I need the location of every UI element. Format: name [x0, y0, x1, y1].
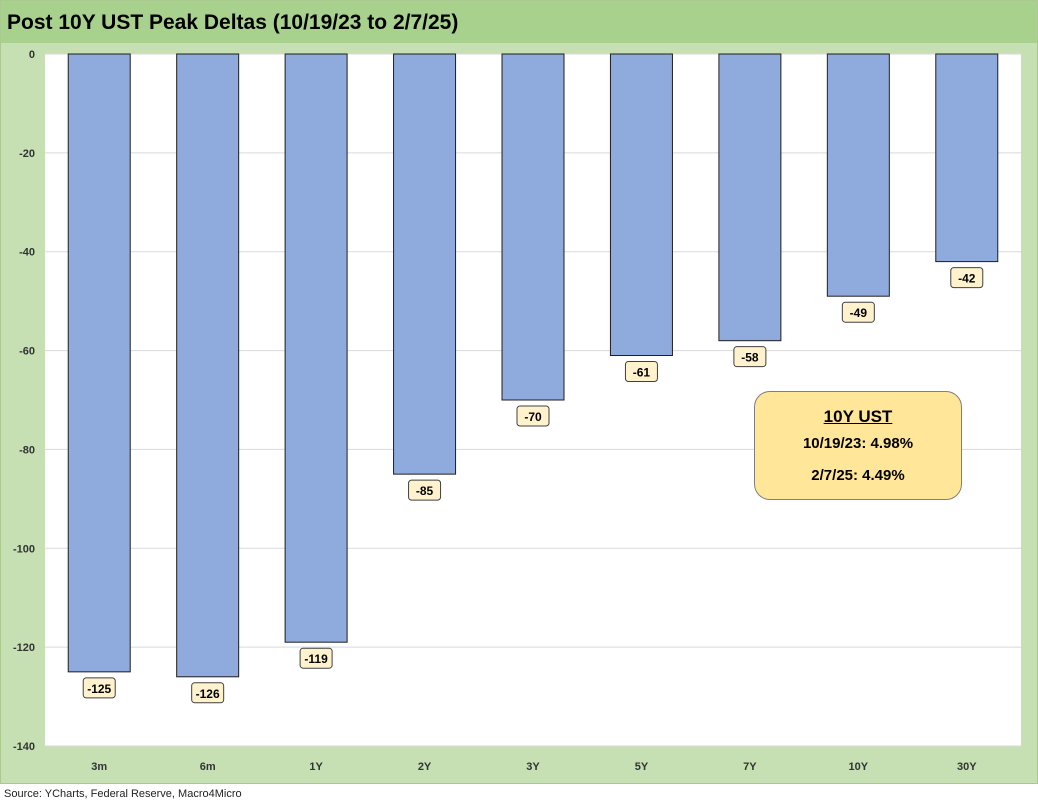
y-tick-label: 0 [29, 49, 35, 61]
bar-3m [67, 53, 131, 673]
title-band: Post 10Y UST Peak Deltas (10/19/23 to 2/… [1, 1, 1037, 43]
data-label-box [299, 647, 333, 669]
data-label: -125 [87, 682, 111, 696]
x-tick-label: 5Y [635, 761, 649, 773]
x-tick-label: 10Y [849, 761, 869, 773]
x-tick-label: 1Y [309, 761, 323, 773]
data-label-box [841, 301, 875, 323]
y-tick-label: -20 [19, 148, 35, 160]
data-label: -49 [850, 306, 868, 320]
bar-1y [284, 53, 348, 643]
data-label: -70 [524, 410, 542, 424]
x-tick-label: 7Y [743, 761, 757, 773]
x-tick-label: 30Y [957, 761, 977, 773]
x-tick-label: 6m [200, 761, 216, 773]
chart-title: Post 10Y UST Peak Deltas (10/19/23 to 2/… [7, 11, 459, 34]
data-label: -119 [304, 652, 328, 666]
y-tick-label: -40 [19, 247, 35, 259]
source-note: Source: YCharts, Federal Reserve, Macro4… [4, 788, 242, 800]
bar-7y [718, 53, 782, 342]
data-label-box [624, 361, 658, 383]
data-label-box [191, 682, 225, 704]
annotation-line-1: 10/19/23: 4.98% [802, 435, 914, 452]
annotation-line-2: 2/7/25: 4.49% [811, 467, 905, 484]
y-tick-label: -120 [13, 642, 35, 654]
data-label-box [516, 405, 550, 427]
data-label: -126 [196, 687, 220, 701]
data-label: -42 [958, 272, 976, 286]
bar-30y [935, 53, 999, 263]
data-label: -58 [741, 351, 759, 365]
data-label: -85 [416, 484, 434, 498]
bar-10y [826, 53, 890, 297]
bar-2y [393, 53, 457, 475]
annotation-header: 10Y UST [823, 407, 893, 426]
data-label-box [950, 267, 984, 289]
x-tick-label: 2Y [418, 761, 432, 773]
data-label-box [733, 346, 767, 368]
bar-3y [501, 53, 565, 401]
bar-6m [176, 53, 240, 678]
y-tick-label: -140 [13, 741, 35, 753]
y-tick-label: -100 [13, 543, 35, 555]
ust-annotation-box: 10Y UST 10/19/23: 4.98% 2/7/25: 4.49% [754, 391, 962, 500]
x-tick-label: 3m [91, 761, 107, 773]
data-label: -61 [633, 366, 651, 380]
y-tick-label: -80 [19, 444, 35, 456]
x-tick-label: 3Y [526, 761, 540, 773]
y-tick-label: -60 [19, 346, 35, 358]
data-label-box [408, 479, 442, 501]
bar-5y [609, 53, 673, 357]
data-label-box [82, 677, 116, 699]
